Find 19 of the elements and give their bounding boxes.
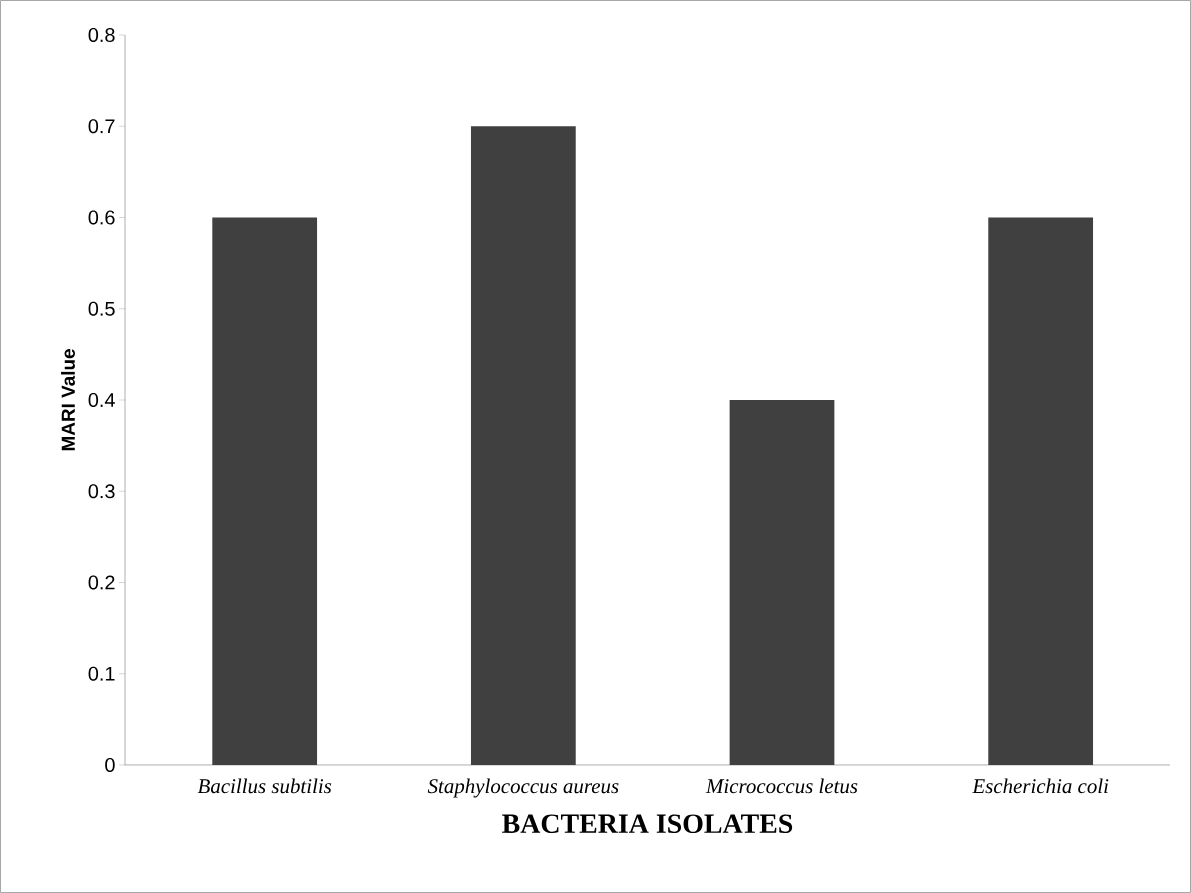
y-tick-label: 0.1 [88,666,115,681]
bar [470,126,576,765]
x-tick-label: Bacillus subtilis [197,778,332,794]
y-tick-label: 0.3 [88,484,115,499]
x-axis-title: BACTERIA ISOLATES [502,814,793,834]
bar [988,217,1094,765]
bar [212,217,318,765]
y-tick-label: 0 [105,757,115,773]
y-tick-label: 0.5 [88,301,115,316]
y-tick-label: 0.2 [88,575,115,590]
y-tick-label: 0.4 [88,392,115,408]
y-tick-label: 0.6 [88,210,115,225]
y-tick-label: 0.8 [88,27,115,43]
bar [729,399,835,765]
y-tick-label: 0.7 [88,119,115,134]
x-tick-label: Staphylococcus aureus [427,778,619,798]
y-axis-title: MARI Value [61,349,75,451]
x-tick-label: Escherichia coli [972,778,1109,794]
x-tick-label: Micrococcus letus [705,778,858,794]
